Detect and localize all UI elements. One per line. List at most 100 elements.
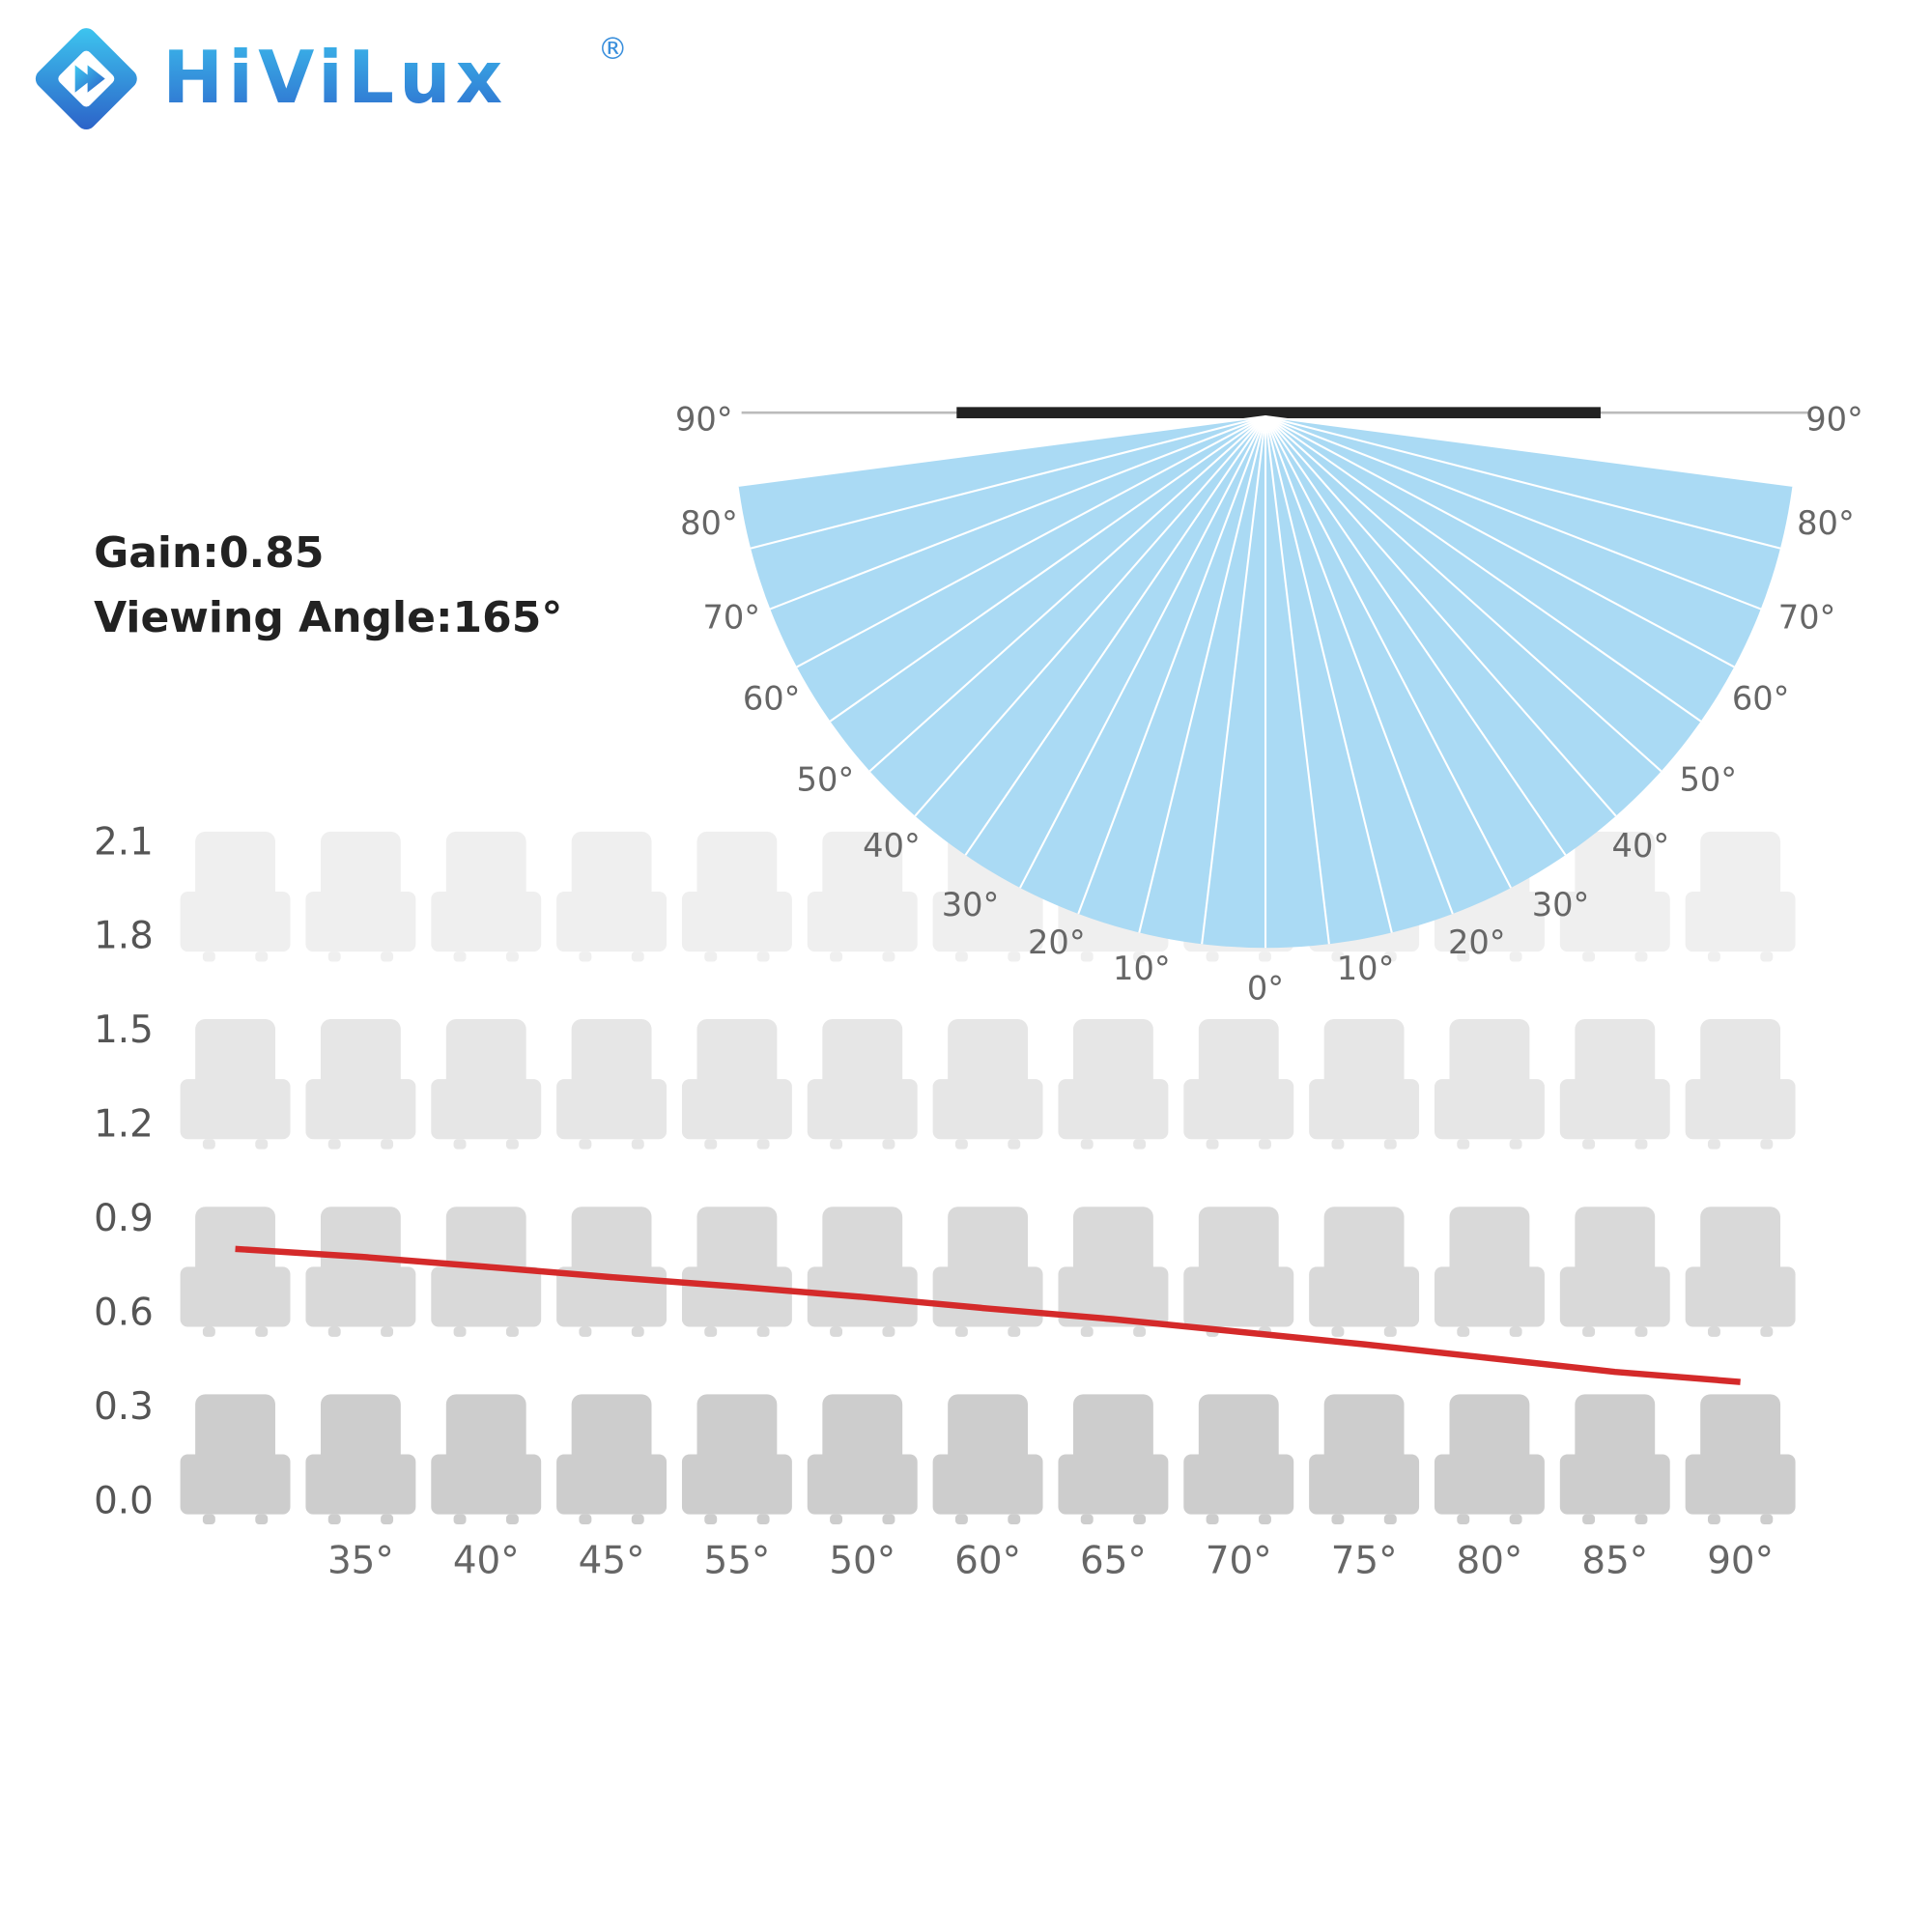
seat-base — [932, 891, 1043, 952]
seat-foot — [1707, 1514, 1720, 1524]
seat-foot — [756, 1326, 770, 1337]
y-tick-label: 1.2 — [94, 1103, 154, 1147]
seat-back — [195, 1019, 275, 1097]
seat-foot — [1383, 952, 1397, 962]
seat-back — [948, 1019, 1029, 1097]
registered-mark: ® — [598, 32, 628, 67]
gain-line — [235, 1245, 1741, 1385]
y-tick-label: 1.5 — [94, 1009, 154, 1052]
spec-gain: Gain:0.85 — [94, 528, 324, 578]
angle-label: 30° — [942, 886, 1000, 923]
fan-spoke — [829, 415, 1266, 723]
seat-foot — [255, 952, 269, 962]
seat-base — [681, 891, 792, 952]
angle-label: 70° — [702, 598, 760, 636]
seat-foot — [1457, 1326, 1470, 1337]
fan-spoke — [1264, 415, 1793, 487]
seat-foot — [255, 1139, 269, 1150]
seat-foot — [1582, 1514, 1596, 1524]
x-tick-label: 35° — [327, 1540, 394, 1583]
seat-base — [1685, 1079, 1796, 1140]
y-tick-label: 0.3 — [94, 1385, 154, 1429]
fan-spoke — [769, 415, 1266, 611]
seat-foot — [1457, 1139, 1470, 1150]
angle-label: 70° — [1778, 598, 1836, 636]
seat-foot — [1760, 1514, 1774, 1524]
seat-back — [195, 1394, 275, 1472]
seat-foot — [1707, 952, 1720, 962]
seat-foot — [381, 1514, 394, 1524]
seat-base — [932, 1079, 1043, 1140]
seat-base — [1434, 1266, 1545, 1327]
seat-base — [932, 1266, 1043, 1327]
seat-foot — [954, 1514, 968, 1524]
seat-foot — [381, 1326, 394, 1337]
seat-foot — [1582, 1326, 1596, 1337]
angle-label: 60° — [743, 679, 801, 717]
seat-base — [807, 1079, 918, 1140]
seat-foot — [1080, 1139, 1094, 1150]
seat-base — [305, 1266, 416, 1327]
seat-foot — [704, 1139, 718, 1150]
seat-foot — [756, 1514, 770, 1524]
seat-foot — [1258, 952, 1271, 962]
seat-foot — [1258, 1514, 1271, 1524]
seat-base — [1559, 1266, 1670, 1327]
seat-base — [431, 891, 542, 952]
seat-back — [1073, 1394, 1153, 1472]
fan-spoke — [738, 415, 1266, 487]
seat-back — [1073, 1019, 1153, 1097]
x-tick-label: 85° — [1581, 1540, 1648, 1583]
brand: HiViLux — [162, 35, 507, 120]
seat-foot — [327, 1326, 341, 1337]
seat-foot — [381, 952, 394, 962]
seat-base — [1559, 1079, 1670, 1140]
seat-base — [1434, 1454, 1545, 1515]
seat-base — [1685, 1266, 1796, 1327]
fan-spoke — [1264, 415, 1512, 889]
angle-label: 10° — [1337, 950, 1395, 987]
seat-base — [180, 1454, 291, 1515]
seat-foot — [1634, 952, 1648, 962]
gain-chart: 0.0 0.3 0.6 0.9 1.2 1.5 1.8 2.1 35° 40° 45° 55° 50° 6… — [94, 820, 1774, 1582]
seat-foot — [1457, 1514, 1470, 1524]
seat-foot — [453, 952, 467, 962]
seat-back — [1449, 1394, 1530, 1472]
seat-foot — [453, 1326, 467, 1337]
fan-spoke — [1264, 415, 1781, 550]
seat-foot — [631, 1514, 644, 1524]
seat-back — [948, 1207, 1029, 1285]
fan-spoke — [964, 415, 1266, 856]
seat-back — [948, 1394, 1029, 1472]
seat-foot — [505, 952, 519, 962]
seat-foot — [830, 952, 843, 962]
y-tick-label: 1.8 — [94, 915, 154, 958]
seat-foot — [1760, 952, 1774, 962]
seat-back — [1700, 831, 1781, 910]
seat-back — [1575, 1207, 1656, 1285]
seat-foot — [1206, 952, 1219, 962]
seat-back — [571, 1207, 652, 1285]
fan-spoke — [796, 415, 1266, 668]
angle-label: 0° — [1247, 970, 1284, 1008]
seat-foot — [631, 952, 644, 962]
x-tick-label: 75° — [1331, 1540, 1398, 1583]
fan-spoke — [1264, 415, 1662, 773]
seat-base — [1434, 1079, 1545, 1140]
angle-label: 90° — [1805, 401, 1863, 439]
seat-foot — [756, 952, 770, 962]
seat-foot — [453, 1514, 467, 1524]
seat-foot — [327, 952, 341, 962]
seat-back — [195, 831, 275, 910]
fan-spoke — [1264, 415, 1567, 856]
angle-label: 80° — [680, 504, 738, 542]
angle-label: 20° — [1448, 923, 1506, 961]
fan-spoke — [1264, 415, 1393, 933]
y-tick-label: 0.6 — [94, 1292, 154, 1335]
seat-back — [822, 831, 903, 910]
fan-spoke — [1264, 415, 1762, 611]
x-tick-label: 70° — [1206, 1540, 1272, 1583]
seat-base — [1685, 1454, 1796, 1515]
seat-base — [932, 1454, 1043, 1515]
seat-base — [431, 1266, 542, 1327]
